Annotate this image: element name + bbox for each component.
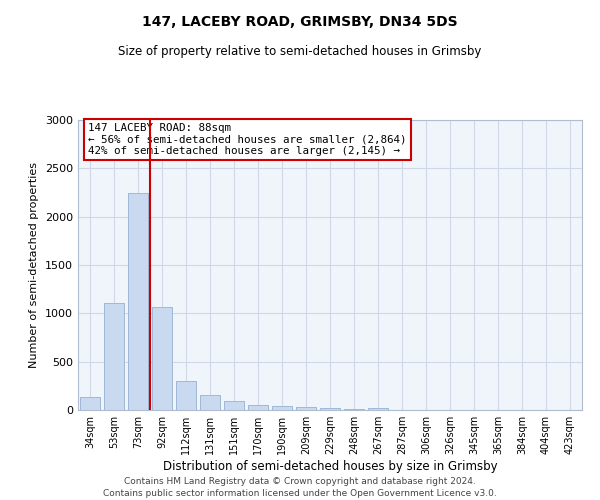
Bar: [80, 398, 100, 410]
Bar: [152, 306, 172, 410]
Text: Contains public sector information licensed under the Open Government Licence v3: Contains public sector information licen…: [103, 489, 497, 498]
Bar: [200, 395, 220, 410]
Bar: [248, 404, 268, 410]
Text: 147, LACEBY ROAD, GRIMSBY, DN34 5DS: 147, LACEBY ROAD, GRIMSBY, DN34 5DS: [142, 15, 458, 29]
Bar: [224, 401, 244, 410]
Bar: [320, 408, 340, 410]
Text: 147 LACEBY ROAD: 88sqm
← 56% of semi-detached houses are smaller (2,864)
42% of : 147 LACEBY ROAD: 88sqm ← 56% of semi-det…: [88, 123, 407, 156]
Bar: [344, 408, 364, 410]
Text: Contains HM Land Registry data © Crown copyright and database right 2024.: Contains HM Land Registry data © Crown c…: [124, 478, 476, 486]
Bar: [104, 303, 124, 410]
Bar: [176, 382, 196, 410]
Y-axis label: Number of semi-detached properties: Number of semi-detached properties: [29, 162, 40, 368]
Bar: [296, 408, 316, 410]
X-axis label: Distribution of semi-detached houses by size in Grimsby: Distribution of semi-detached houses by …: [163, 460, 497, 473]
Bar: [272, 406, 292, 410]
Text: Size of property relative to semi-detached houses in Grimsby: Size of property relative to semi-detach…: [118, 45, 482, 58]
Bar: [368, 408, 388, 410]
Bar: [128, 194, 148, 410]
